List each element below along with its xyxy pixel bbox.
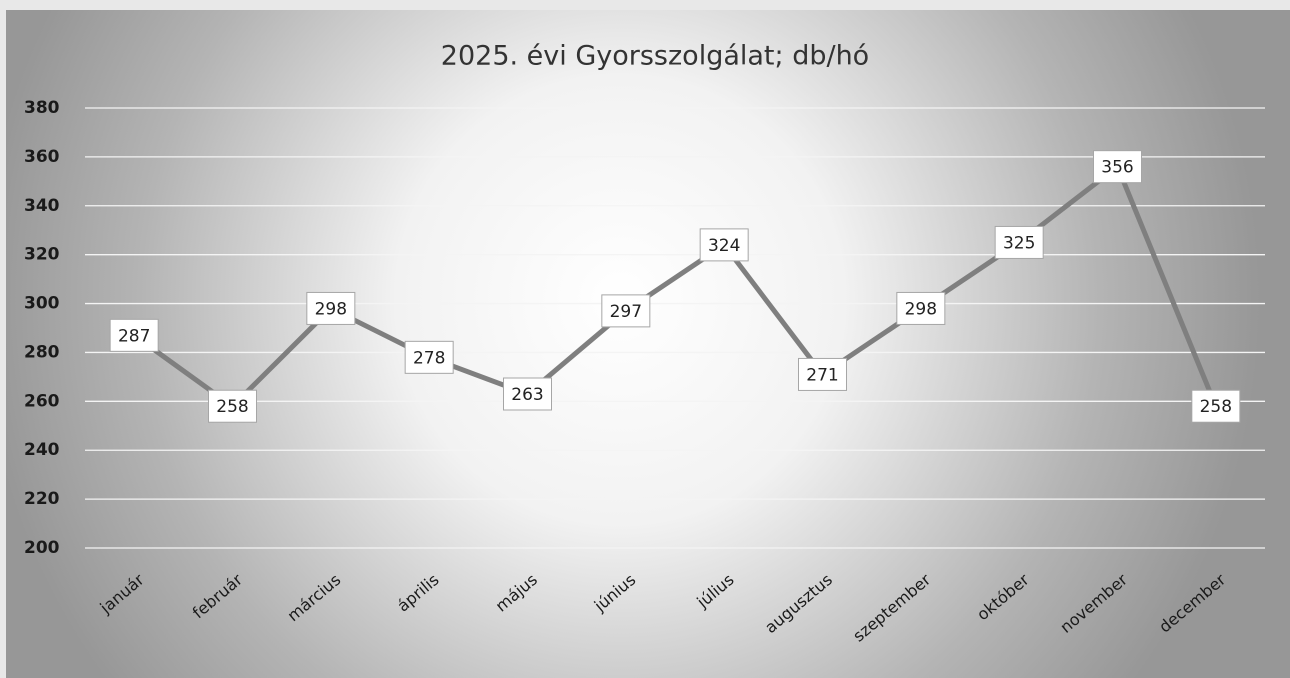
y-tick-label: 220 <box>24 489 60 509</box>
chart-background <box>6 10 1290 678</box>
data-label-box <box>208 389 257 423</box>
data-label: 356 <box>1101 158 1133 178</box>
data-label: 258 <box>1200 397 1232 417</box>
data-label: 258 <box>216 397 248 417</box>
y-tick-label: 320 <box>24 245 60 265</box>
data-label: 271 <box>806 365 838 385</box>
y-tick-label: 240 <box>24 440 60 460</box>
data-label-box <box>699 228 749 262</box>
y-tick-label: 200 <box>24 538 60 558</box>
data-label-box <box>404 340 454 374</box>
chart-title: 2025. évi Gyorsszolgálat; db/hó <box>441 41 869 72</box>
data-label-box <box>1093 150 1142 184</box>
data-label-box <box>896 291 946 325</box>
data-label: 287 <box>118 326 150 346</box>
y-tick-label: 300 <box>24 294 60 314</box>
data-label-box <box>994 225 1044 259</box>
data-label-box <box>601 294 651 328</box>
data-label-box <box>503 377 552 411</box>
y-tick-label: 260 <box>24 391 60 411</box>
data-label: 298 <box>315 299 347 319</box>
data-label-box <box>306 291 356 325</box>
y-tick-label: 340 <box>24 196 60 216</box>
data-label: 325 <box>1003 233 1035 253</box>
data-label-box <box>109 318 159 352</box>
data-label: 298 <box>905 299 937 319</box>
data-label-box <box>798 357 847 391</box>
data-label-box <box>1191 389 1241 423</box>
data-label: 297 <box>610 302 642 322</box>
data-label: 278 <box>413 348 445 368</box>
data-label: 263 <box>511 385 543 405</box>
data-label: 324 <box>708 236 740 256</box>
y-tick-label: 280 <box>24 342 60 362</box>
y-tick-label: 360 <box>24 147 60 167</box>
y-tick-label: 380 <box>24 98 60 118</box>
